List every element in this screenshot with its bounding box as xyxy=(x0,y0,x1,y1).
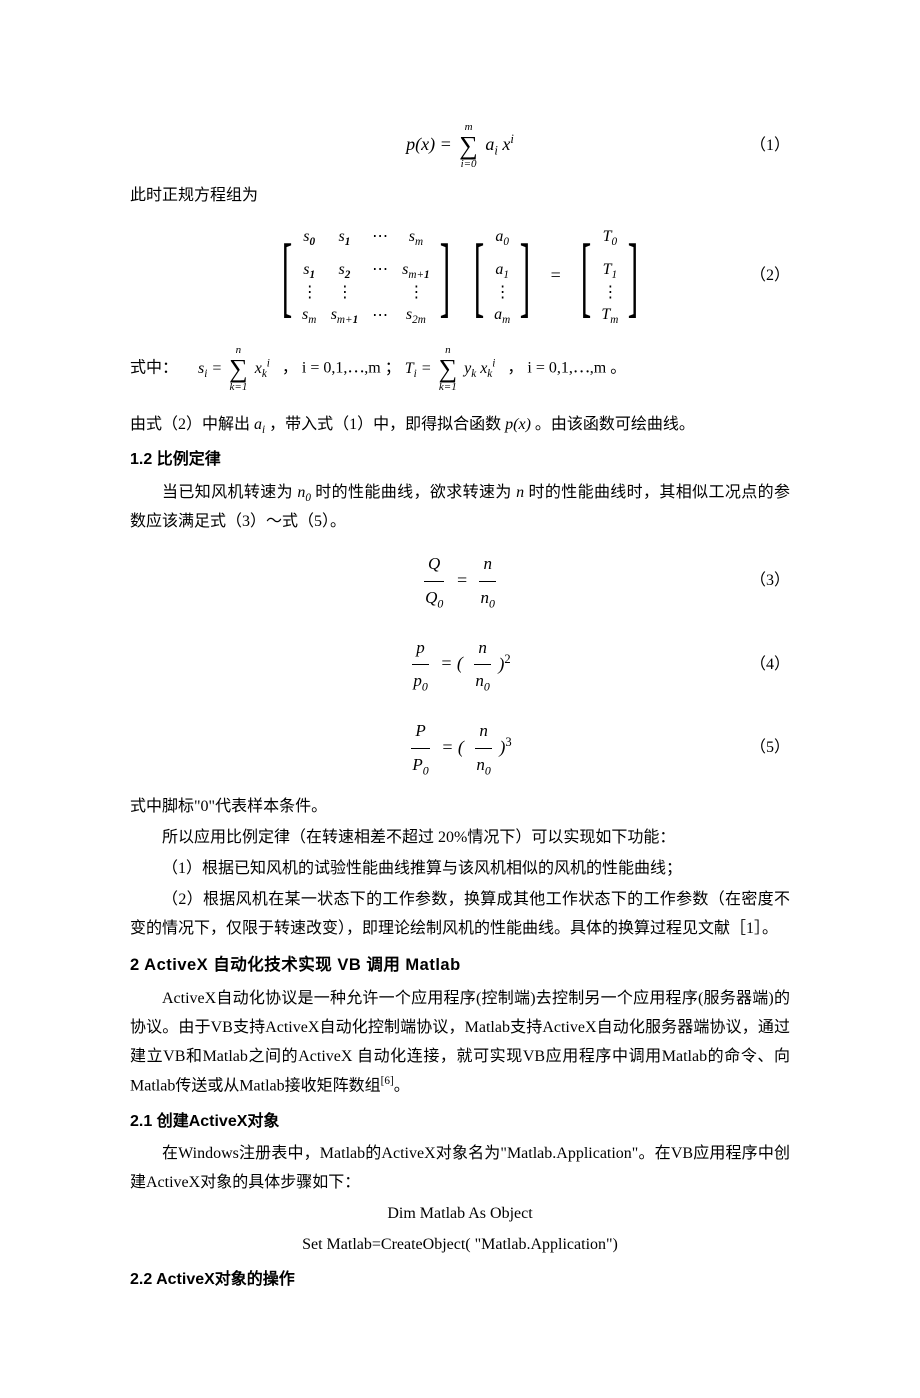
heading-2: 2 ActiveX 自动化技术实现 VB 调用 Matlab xyxy=(130,951,790,981)
heading-1-2: 1.2 比例定律 xyxy=(130,446,790,475)
para-4: 当已知风机转速为 n0 时的性能曲线，欲求转速为 n 时的性能曲线时，其相似工况… xyxy=(130,479,790,537)
para-6: 所以应用比例定律（在转速相差不超过 20%情况下）可以实现如下功能： xyxy=(130,824,790,853)
p4a: 当已知风机转速为 xyxy=(162,484,293,501)
eq5-formula: PP0 = ( nn0 )3 xyxy=(408,716,511,781)
where-label: 式中： xyxy=(130,360,178,377)
equation-3: QQ0 = nn0 （3） xyxy=(130,549,790,614)
heading-2-2: 2.2 ActiveX对象的操作 xyxy=(130,1266,790,1295)
p3b: ，带入式（1）中，即得拟合函数 xyxy=(269,416,501,433)
where-line: 式中： si = n∑k=1 xki ， i = 0,1,⋯,m ； Ti = … xyxy=(130,345,790,393)
equation-1: p(x) = m∑i=0 ai xi （1） xyxy=(130,122,790,170)
text-before-eq2: 此时正规方程组为 xyxy=(130,182,790,211)
para-after-where: 由式（2）中解出 ai ，带入式（1）中，即得拟合函数 p(x) 。由该函数可绘… xyxy=(130,411,790,440)
p3c: 。由该函数可绘曲线。 xyxy=(535,416,695,433)
eq2-number: （2） xyxy=(750,262,790,291)
where-mid2: ， i = 0,1,⋯,m 。 xyxy=(507,360,626,377)
para-9: ActiveX自动化协议是一种允许一个应用程序(控制端)去控制另一个应用程序(服… xyxy=(130,985,790,1102)
eq4-number: （4） xyxy=(750,651,790,680)
p9-end: 。 xyxy=(394,1078,410,1095)
equation-4: pp0 = ( nn0 )2 （4） xyxy=(130,633,790,698)
para-7: （1）根据已知风机的试验性能曲线推算与该风机相似的风机的性能曲线； xyxy=(130,855,790,884)
where-mid1: ， i = 0,1,⋯,m ； xyxy=(282,360,401,377)
p9-text: ActiveX自动化协议是一种允许一个应用程序(控制端)去控制另一个应用程序(服… xyxy=(130,990,790,1095)
p3a: 由式（2）中解出 xyxy=(130,416,250,433)
equation-5: PP0 = ( nn0 )3 （5） xyxy=(130,716,790,781)
eq3-number: （3） xyxy=(750,567,790,596)
para-10: 在Windows注册表中，Matlab的ActiveX对象名为"Matlab.A… xyxy=(130,1140,790,1198)
para-5: 式中脚标"0"代表样本条件。 xyxy=(130,793,790,822)
eq1-formula: p(x) = m∑i=0 ai xi xyxy=(406,122,514,170)
code-line-1: Dim Matlab As Object xyxy=(130,1200,790,1229)
eq1-number: （1） xyxy=(750,132,790,161)
p9-ref: [6] xyxy=(381,1075,394,1087)
eq2-formula: [ s0s1⋯sm s1s2⋯sm+1 ⋮⋮⋮ smsm+1⋯s2m ] [ a… xyxy=(272,223,649,331)
equation-2: [ s0s1⋯sm s1s2⋯sm+1 ⋮⋮⋮ smsm+1⋯s2m ] [ a… xyxy=(130,223,790,331)
para-8: （2）根据风机在某一状态下的工作参数，换算成其他工作状态下的工作参数（在密度不变… xyxy=(130,886,790,944)
heading-2-1: 2.1 创建ActiveX对象 xyxy=(130,1108,790,1137)
eq3-formula: QQ0 = nn0 xyxy=(421,549,499,614)
eq4-formula: pp0 = ( nn0 )2 xyxy=(409,633,510,698)
p4b: 时的性能曲线，欲求转速为 xyxy=(315,484,511,501)
eq5-number: （5） xyxy=(750,734,790,763)
code-line-2: Set Matlab=CreateObject( "Matlab.Applica… xyxy=(130,1231,790,1260)
